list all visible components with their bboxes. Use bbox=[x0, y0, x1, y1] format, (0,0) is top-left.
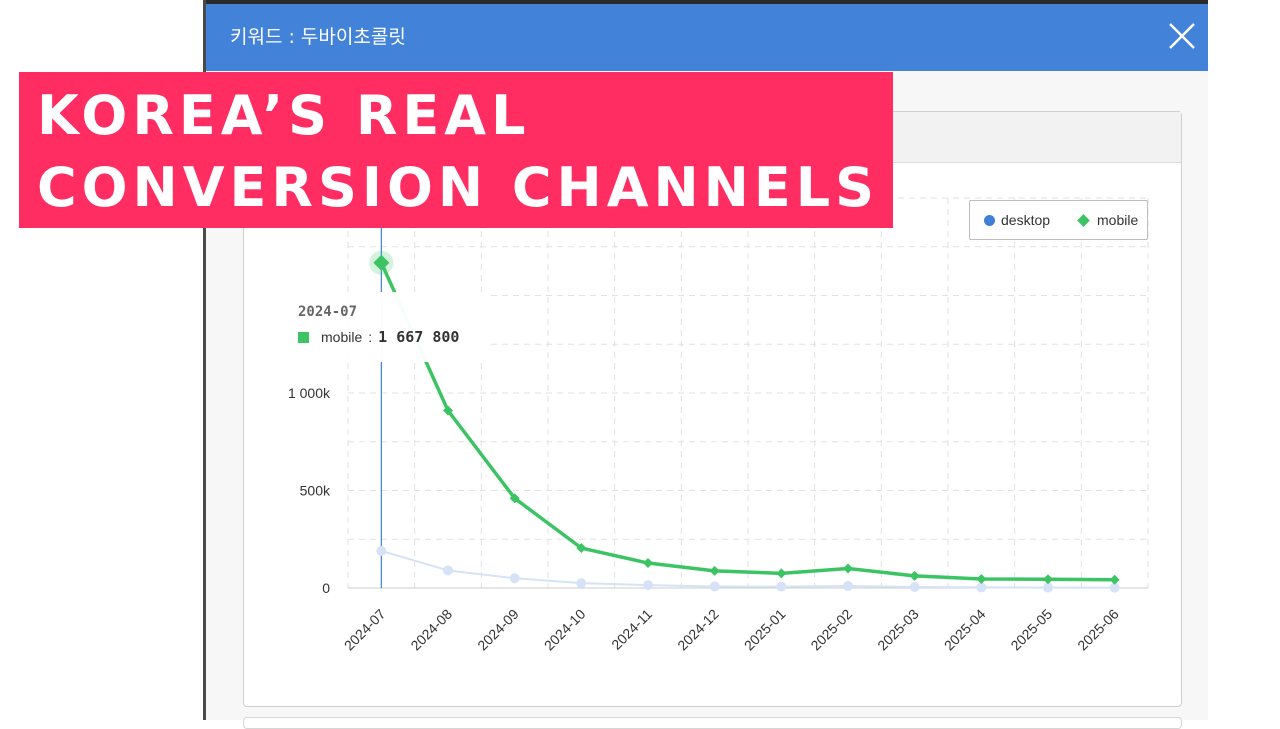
mobile-marker-icon bbox=[1077, 213, 1090, 227]
x-tick-label: 2024-12 bbox=[674, 606, 722, 654]
desktop-point bbox=[1109, 582, 1120, 593]
chart-series bbox=[369, 198, 1120, 593]
tooltip-separator: : bbox=[368, 329, 373, 345]
x-tick-label: 2025-01 bbox=[741, 606, 789, 654]
modal-header: 키워드 : 두바이초콜릿 bbox=[206, 4, 1208, 71]
mobile-point bbox=[909, 570, 920, 581]
banner-line-2: CONVERSION CHANNELS bbox=[37, 156, 880, 219]
legend-item-desktop[interactable]: desktop bbox=[984, 212, 1050, 228]
tooltip-swatch bbox=[298, 331, 309, 343]
desktop-marker-icon bbox=[984, 214, 995, 226]
chart-legend: desktop mobile bbox=[969, 200, 1148, 240]
mobile-point-highlighted bbox=[373, 254, 390, 271]
tooltip-row: mobile : 1 667 800 bbox=[298, 328, 459, 346]
close-icon bbox=[1169, 23, 1195, 49]
close-button[interactable] bbox=[1162, 16, 1202, 56]
x-tick-label: 2024-11 bbox=[608, 606, 655, 653]
y-tick-label: 500k bbox=[300, 483, 331, 499]
mobile-point bbox=[776, 568, 787, 579]
background-window-edge bbox=[203, 0, 206, 720]
legend-label-desktop: desktop bbox=[1001, 212, 1051, 228]
desktop-point bbox=[1043, 582, 1053, 593]
desktop-point bbox=[776, 581, 787, 592]
mobile-point bbox=[509, 493, 520, 504]
desktop-point bbox=[976, 582, 987, 593]
headline-banner: KOREA’S REAL CONVERSION CHANNELS bbox=[19, 72, 893, 228]
mobile-point bbox=[643, 558, 653, 569]
desktop-point bbox=[376, 545, 387, 556]
desktop-point bbox=[643, 580, 653, 591]
modal-title: 키워드 : 두바이초콜릿 bbox=[230, 26, 406, 48]
x-tick-label: 2024-08 bbox=[407, 606, 455, 654]
legend-item-mobile[interactable]: mobile bbox=[1077, 212, 1138, 228]
chart-grid bbox=[347, 197, 1149, 588]
x-tick-label: 2025-05 bbox=[1007, 606, 1055, 654]
tooltip-series: mobile bbox=[321, 329, 363, 345]
y-tick-label: 1 000k bbox=[288, 385, 331, 401]
x-tick-label: 2024-07 bbox=[341, 606, 389, 654]
desktop-point bbox=[909, 582, 920, 593]
mobile-point bbox=[709, 565, 720, 576]
tooltip-date: 2024-07 bbox=[298, 304, 358, 320]
mobile-point bbox=[1109, 574, 1120, 585]
chart-tooltip: 2024-07 mobile : 1 667 800 bbox=[283, 292, 489, 362]
x-axis: 2024-07 2024-08 2024-09 2024-10 2024-11 2024-… bbox=[341, 587, 1148, 654]
background-window-top bbox=[206, 0, 1208, 4]
x-tick-label: 2024-10 bbox=[541, 606, 589, 654]
desktop-point bbox=[709, 581, 720, 592]
banner-line-1: KOREA’S REAL bbox=[37, 84, 531, 147]
y-axis: 0 500k 1 000k bbox=[288, 385, 331, 596]
mobile-series-line bbox=[379, 262, 1115, 582]
x-tick-label: 2024-09 bbox=[474, 606, 522, 654]
tooltip-value: 1 667 800 bbox=[378, 328, 460, 346]
desktop-series-line bbox=[381, 549, 1115, 589]
mobile-point bbox=[443, 405, 453, 416]
desktop-point bbox=[576, 578, 587, 589]
mobile-point bbox=[1043, 574, 1053, 585]
mobile-point bbox=[976, 574, 987, 585]
mobile-point bbox=[843, 563, 853, 574]
x-tick-label: 2025-06 bbox=[1074, 606, 1122, 654]
x-tick-label: 2025-02 bbox=[807, 606, 855, 654]
desktop-point bbox=[509, 573, 520, 584]
desktop-point bbox=[843, 581, 853, 592]
desktop-point bbox=[443, 565, 453, 576]
legend-label-mobile: mobile bbox=[1097, 212, 1139, 228]
x-tick-label: 2025-03 bbox=[874, 606, 922, 654]
mobile-point bbox=[576, 543, 587, 554]
x-tick-label: 2025-04 bbox=[941, 606, 989, 654]
y-tick-label: 0 bbox=[322, 580, 330, 596]
